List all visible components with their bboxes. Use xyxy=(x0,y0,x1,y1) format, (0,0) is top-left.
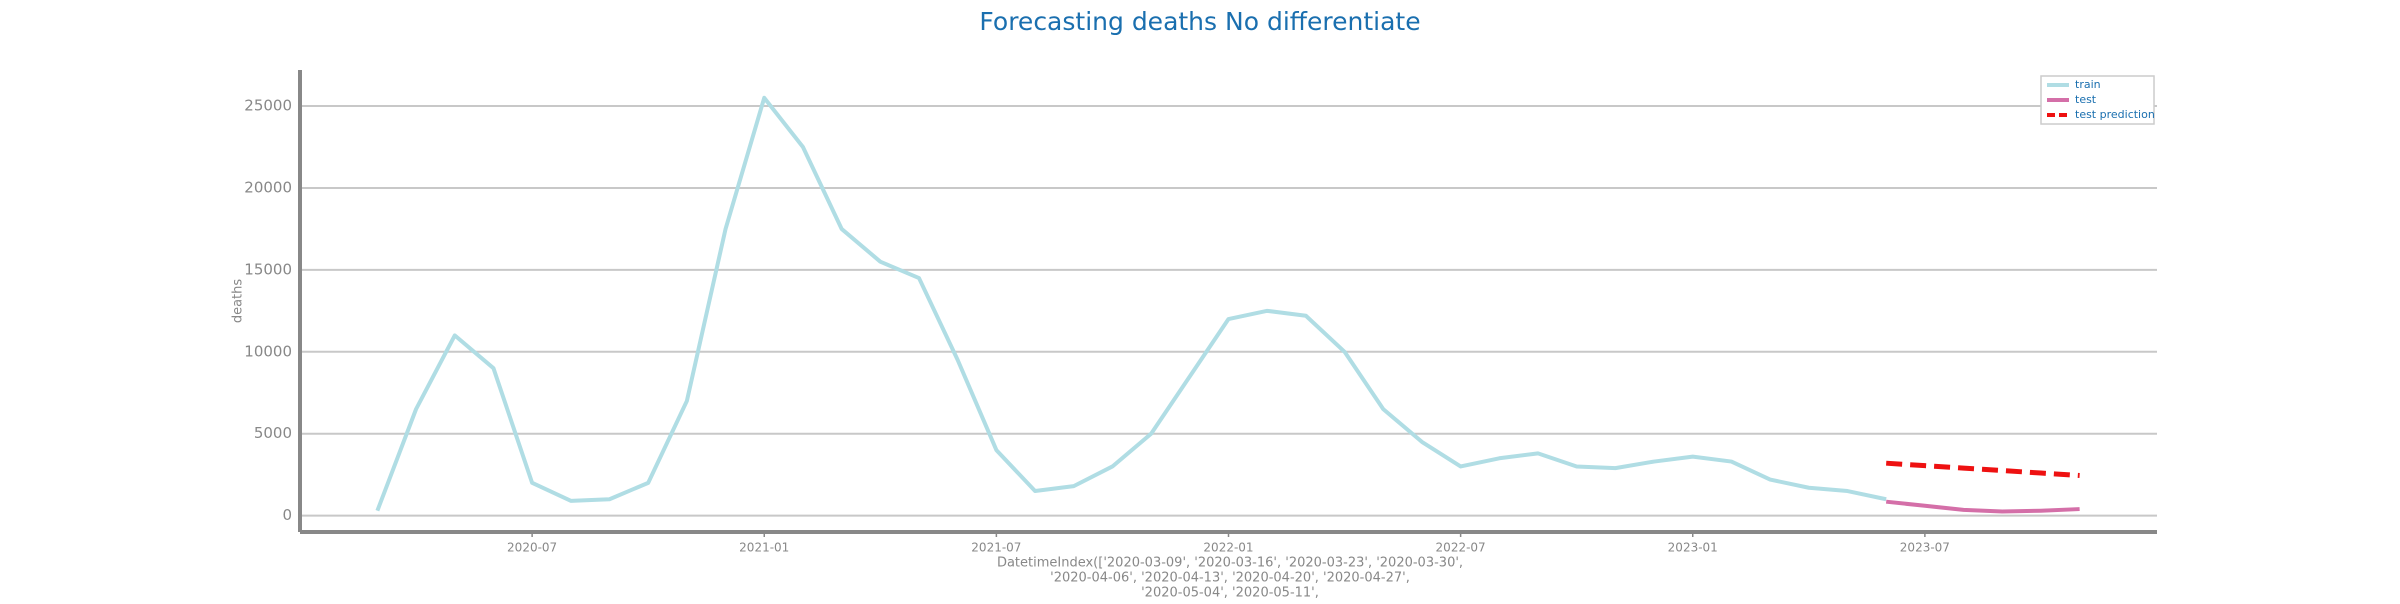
line-2 xyxy=(1886,460,2080,478)
x-tick-label: 2023-07 xyxy=(1900,541,1950,555)
y-tick-label: 5000 xyxy=(254,424,292,442)
x-tick-label: 2021-01 xyxy=(739,541,789,555)
legend-label: test prediction xyxy=(2075,108,2155,121)
y-axis-label: deaths xyxy=(231,279,246,324)
y-tick-label: 10000 xyxy=(244,342,292,360)
x-tick-label: 2023-01 xyxy=(1668,541,1718,555)
y-tick-label: 0 xyxy=(282,506,292,524)
x-axis-label: '2020-04-06', '2020-04-13', '2020-04-20'… xyxy=(1050,571,1410,586)
x-tick-label: 2022-01 xyxy=(1203,541,1253,555)
x-axis-label: '2020-05-04', '2020-05-11', xyxy=(1141,586,1319,601)
legend-label: train xyxy=(2075,78,2101,91)
x-tick-label: 2020-07 xyxy=(507,541,557,555)
chart-title: Forecasting deaths No differentiate xyxy=(979,7,1420,36)
legend-label: test xyxy=(2075,93,2097,106)
x-axis-label: DatetimeIndex(['2020-03-09', '2020-03-16… xyxy=(997,556,1463,571)
y-tick-label: 20000 xyxy=(244,178,292,196)
x-tick-label: 2021-07 xyxy=(971,541,1021,555)
line-1 xyxy=(1885,499,2080,514)
x-tick-label: 2022-07 xyxy=(1436,541,1486,555)
line-0 xyxy=(375,95,1887,512)
y-tick-label: 25000 xyxy=(244,97,292,115)
y-tick-label: 15000 xyxy=(244,260,292,278)
